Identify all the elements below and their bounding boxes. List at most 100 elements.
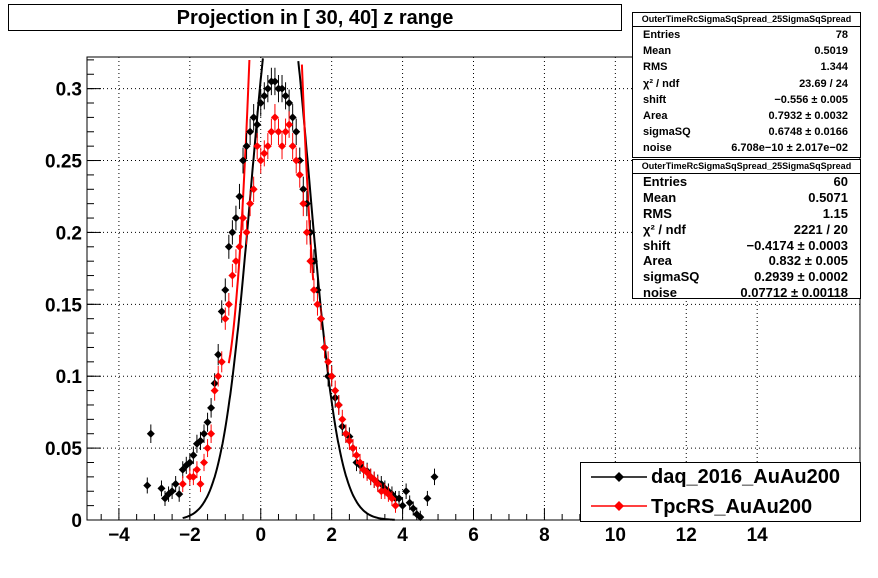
data-point bbox=[260, 149, 269, 158]
stats-value: 6.708e−10 ± 2.017e−02 bbox=[731, 142, 848, 155]
data-point bbox=[345, 436, 354, 445]
data-point bbox=[267, 127, 276, 136]
data-point bbox=[214, 372, 223, 381]
stats-header: OuterTimeRcSigmaSqSpread_25SigmaSqSpread bbox=[633, 160, 860, 174]
data-point bbox=[228, 228, 237, 237]
x-tick-label: −2 bbox=[179, 525, 201, 546]
data-point bbox=[338, 415, 347, 424]
data-point bbox=[270, 77, 279, 86]
legend-label: TpcRS_AuAu200 bbox=[651, 496, 813, 518]
data-point bbox=[331, 386, 340, 395]
data-point bbox=[302, 228, 311, 237]
data-point bbox=[391, 501, 400, 510]
data-point bbox=[200, 458, 209, 467]
data-point bbox=[260, 91, 269, 100]
data-point bbox=[143, 481, 152, 490]
data-point bbox=[253, 120, 262, 129]
data-point bbox=[285, 99, 294, 108]
y-tick-label: 0.3 bbox=[56, 80, 82, 101]
stats-value: 1.15 bbox=[822, 205, 848, 221]
stats-value: 0.5071 bbox=[808, 189, 848, 205]
stats-row: shift −0.4174 ± 0.0003 bbox=[633, 238, 860, 254]
stats-key: Entries bbox=[643, 29, 681, 41]
stats-value: 0.07712 ± 0.00118 bbox=[740, 285, 848, 301]
stats-value: 0.2939 ± 0.0002 bbox=[754, 269, 848, 285]
data-point bbox=[189, 451, 198, 460]
stats-key: noise bbox=[643, 142, 672, 155]
x-tick-label: 2 bbox=[326, 525, 337, 546]
y-tick-label: 0 bbox=[71, 511, 82, 532]
y-tick-label: 0.2 bbox=[56, 223, 82, 244]
data-point bbox=[352, 451, 361, 460]
stats-value: −0.556 ± 0.005 bbox=[774, 93, 848, 106]
stats-box-tpcrs: OuterTimeRcSigmaSqSpread_25SigmaSqSpread… bbox=[632, 159, 861, 301]
stats-header: OuterTimeRcSigmaSqSpread_25SigmaSqSpread bbox=[633, 13, 860, 27]
stats-key: χ² / ndf bbox=[643, 221, 686, 237]
stats-row: χ² / ndf 23.69 / 24 bbox=[633, 76, 860, 92]
data-point bbox=[373, 480, 382, 489]
stats-value: 0.5019 bbox=[814, 45, 848, 58]
data-point bbox=[299, 199, 308, 208]
data-point bbox=[214, 350, 223, 359]
legend-entry-daq: daq_2016_AuAu200 bbox=[581, 463, 860, 493]
data-point bbox=[210, 386, 219, 395]
data-point bbox=[242, 228, 251, 237]
stats-key: shift bbox=[643, 93, 667, 106]
data-point bbox=[278, 84, 287, 93]
stats-key: shift bbox=[643, 237, 671, 253]
data-point bbox=[249, 185, 258, 194]
data-point bbox=[281, 91, 290, 100]
stats-row: noise 6.708e−10 ± 2.017e−02 bbox=[633, 140, 860, 156]
x-tick-label: 0 bbox=[255, 525, 266, 546]
data-point bbox=[341, 429, 350, 438]
data-point bbox=[320, 343, 329, 352]
stats-value: 60 bbox=[833, 174, 848, 189]
tick-labels: −4 −2 0 2 4 6 8 10 12 14 0 0.05 0.1 0.15 0.2 0.25 0.3 bbox=[45, 80, 768, 546]
data-point bbox=[178, 480, 187, 489]
stats-row: Mean 0.5071 bbox=[633, 190, 860, 206]
stats-key: sigmaSQ bbox=[643, 269, 700, 285]
data-point bbox=[217, 357, 226, 366]
legend-entry-tpcrs: TpcRS_AuAu200 bbox=[581, 493, 860, 523]
stats-row: noise 0.07712 ± 0.00118 bbox=[633, 285, 860, 301]
data-point bbox=[270, 113, 279, 122]
data-point bbox=[253, 142, 262, 151]
data-point bbox=[306, 257, 315, 266]
data-point bbox=[430, 472, 439, 481]
stats-key: Area bbox=[643, 253, 672, 269]
data-point bbox=[203, 418, 212, 427]
data-point bbox=[189, 472, 198, 481]
legend-marker-black bbox=[591, 472, 647, 482]
stats-row: χ² / ndf 2221 / 20 bbox=[633, 222, 860, 238]
data-point bbox=[246, 127, 255, 136]
data-point bbox=[239, 214, 248, 223]
data-point bbox=[196, 436, 205, 445]
data-point bbox=[249, 113, 258, 122]
data-point bbox=[256, 156, 265, 165]
stats-row: Mean 0.5019 bbox=[633, 43, 860, 59]
legend: daq_2016_AuAu200 TpcRS_AuAu200 bbox=[580, 462, 861, 522]
data-point bbox=[405, 498, 414, 507]
data-point bbox=[409, 504, 418, 513]
data-point bbox=[235, 192, 244, 201]
legend-label: daq_2016_AuAu200 bbox=[651, 466, 840, 488]
stats-value: 23.69 / 24 bbox=[799, 77, 848, 90]
stats-row: Area 0.7932 ± 0.0032 bbox=[633, 108, 860, 124]
stats-row: Area 0.832 ± 0.005 bbox=[633, 253, 860, 269]
stats-key: RMS bbox=[643, 205, 672, 221]
fit-curve bbox=[227, 59, 315, 364]
data-point bbox=[221, 285, 230, 294]
stats-row: Entries 60 bbox=[633, 174, 860, 190]
data-point bbox=[175, 490, 184, 499]
stats-key: χ² / ndf bbox=[643, 77, 680, 90]
stats-key: Area bbox=[643, 109, 668, 122]
data-point bbox=[334, 400, 343, 409]
data-point bbox=[288, 113, 297, 122]
data-point bbox=[263, 84, 272, 93]
data-point bbox=[387, 494, 396, 503]
y-tick-label: 0.15 bbox=[45, 295, 82, 316]
stats-key: Entries bbox=[643, 174, 688, 189]
data-point bbox=[295, 170, 304, 179]
data-point bbox=[192, 465, 201, 474]
data-point bbox=[324, 357, 333, 366]
